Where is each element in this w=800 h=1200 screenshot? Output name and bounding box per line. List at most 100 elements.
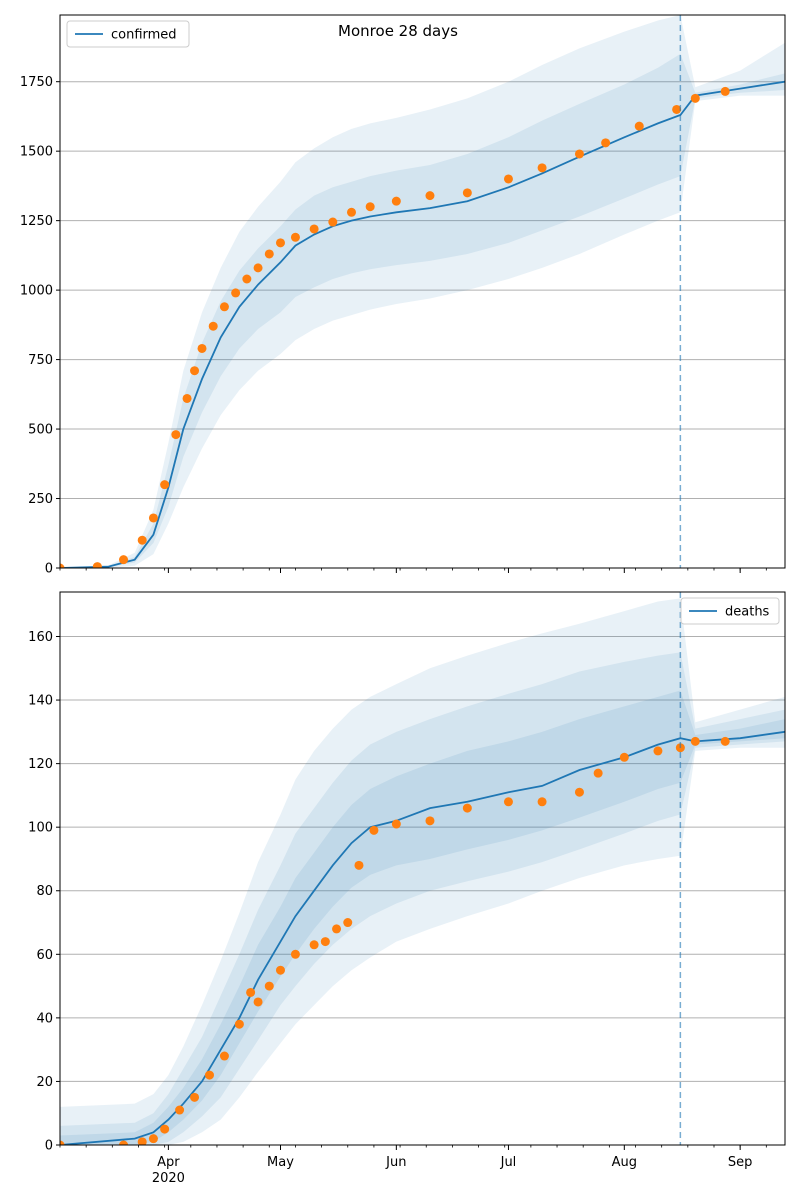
x-tick-label: Jun <box>385 1155 406 1170</box>
observed-point <box>242 274 252 284</box>
y-tick-label: 750 <box>28 353 53 368</box>
legend: confirmed <box>66 20 190 48</box>
observed-point <box>253 997 263 1007</box>
observed-point <box>137 535 147 545</box>
observed-point <box>634 121 644 131</box>
observed-point <box>148 1134 158 1144</box>
observed-point <box>391 819 401 829</box>
observed-point <box>462 803 472 813</box>
observed-point <box>619 752 629 762</box>
observed-point <box>332 924 342 934</box>
y-tick-label: 40 <box>36 1011 53 1026</box>
y-tick-label: 500 <box>28 423 53 438</box>
observed-point <box>119 555 129 565</box>
plot-area <box>60 15 785 568</box>
observed-point <box>320 937 330 947</box>
observed-point <box>231 288 241 298</box>
observed-point <box>234 1019 244 1029</box>
uncertainty-band <box>60 690 785 1145</box>
observed-point <box>343 918 353 928</box>
y-tick-label: 140 <box>28 694 53 709</box>
x-tick-label: May <box>267 1155 294 1170</box>
observed-point <box>148 513 158 523</box>
legend-label: confirmed <box>111 28 177 43</box>
observed-point <box>92 562 102 568</box>
axes-frame <box>59 14 786 569</box>
legend-label: deaths <box>725 605 770 620</box>
legend-box <box>680 597 780 625</box>
observed-point <box>354 860 364 870</box>
observed-point <box>328 217 338 227</box>
observed-point <box>690 93 700 103</box>
observed-point <box>190 366 200 376</box>
legend: deaths <box>680 597 780 625</box>
observed-point <box>290 232 300 242</box>
y-tick-label: 80 <box>36 884 53 899</box>
y-tick-label: 0 <box>45 1139 53 1154</box>
y-tick-label: 160 <box>28 630 53 645</box>
chart-title: Monroe 28 days <box>338 22 458 40</box>
observed-point <box>246 987 256 997</box>
observed-point <box>171 430 181 440</box>
observed-point <box>537 163 547 173</box>
observed-point <box>601 138 611 148</box>
observed-point <box>593 768 603 778</box>
observed-point <box>503 174 513 184</box>
observed-point <box>219 302 229 312</box>
observed-point <box>309 224 319 234</box>
y-tick-label: 1250 <box>20 214 53 229</box>
observed-point <box>574 787 584 797</box>
observed-point <box>425 816 435 826</box>
observed-point <box>60 1140 65 1145</box>
uncertainty-band <box>60 598 785 1145</box>
observed-point <box>290 949 300 959</box>
observed-point <box>391 196 401 206</box>
observed-point <box>309 940 319 950</box>
y-tick-label: 0 <box>45 562 53 577</box>
observed-point <box>720 736 730 746</box>
observed-point <box>369 825 379 835</box>
observed-point <box>175 1105 185 1115</box>
observed-point <box>346 207 356 217</box>
y-tick-label: 60 <box>36 948 53 963</box>
uncertainty-band <box>60 15 785 568</box>
observed-point <box>160 1124 170 1134</box>
series-line-deaths <box>60 730 785 1145</box>
observed-point <box>653 746 663 756</box>
confirmed-panel: 0 250 500 750 1000 1250 1500 1750 confirmed <box>20 14 786 577</box>
observed-point <box>264 249 274 259</box>
observed-point <box>574 149 584 159</box>
uncertainty-band <box>60 53 785 568</box>
observed-point <box>253 263 263 273</box>
observed-point <box>182 393 192 403</box>
observed-point <box>204 1070 214 1080</box>
y-tick-label: 1750 <box>20 75 53 90</box>
observed-point <box>275 238 285 248</box>
x-tick-sublabel: 2020 <box>152 1171 185 1186</box>
y-tick-label: 250 <box>28 492 53 507</box>
observed-point <box>219 1051 229 1061</box>
axes-frame <box>59 591 786 1146</box>
observed-point <box>208 321 218 331</box>
observed-point <box>197 343 207 353</box>
observed-point <box>425 191 435 201</box>
observed-point <box>365 202 375 212</box>
y-tick-label: 1000 <box>20 284 53 299</box>
x-tick-label: Aug <box>612 1155 637 1170</box>
observed-point <box>60 563 65 568</box>
observed-point <box>190 1092 200 1102</box>
observed-point <box>160 480 170 490</box>
legend-box <box>66 20 190 48</box>
y-tick-label: 1500 <box>20 145 53 160</box>
x-tick-label: Jul <box>500 1155 517 1170</box>
observed-point <box>690 736 700 746</box>
observed-point <box>672 104 682 114</box>
observed-point <box>537 797 547 807</box>
series-line-confirmed <box>60 80 785 568</box>
observed-point <box>264 981 274 991</box>
observed-point <box>137 1137 147 1145</box>
y-tick-label: 20 <box>36 1075 53 1090</box>
plot-area <box>60 598 785 1145</box>
